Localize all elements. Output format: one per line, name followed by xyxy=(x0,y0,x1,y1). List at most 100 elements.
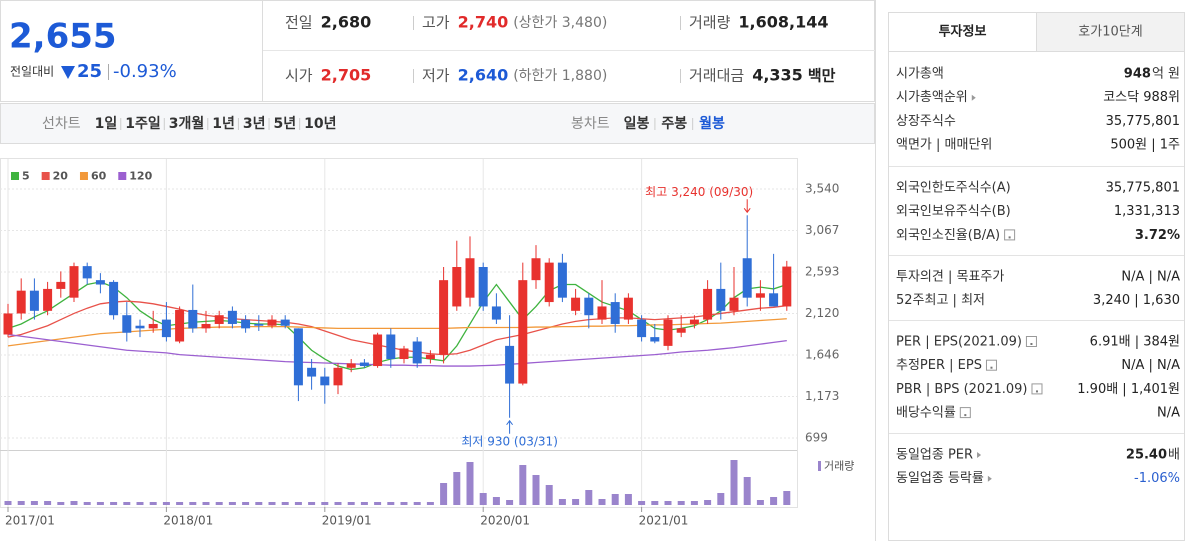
candle-body xyxy=(439,280,449,355)
volume-bar xyxy=(360,502,368,505)
candle-body xyxy=(716,288,726,311)
volume-bar xyxy=(123,502,131,505)
toolbar-items: 선차트 1일 1주일 3개월 1년 3년 5년 10년 봉차트 일봉 주봉 월봉 xyxy=(42,115,725,132)
info-value: 35,775,801 xyxy=(1106,181,1180,196)
info-unit: 배 xyxy=(1168,448,1180,463)
help-icon[interactable] xyxy=(959,407,971,419)
legend-label: 5 xyxy=(22,170,30,183)
info-label: 추정PER | EPS xyxy=(896,358,982,373)
period-option[interactable]: 주봉 xyxy=(661,116,687,132)
candle-body xyxy=(373,334,383,367)
volume-bar xyxy=(255,502,263,505)
candle-body xyxy=(122,315,132,333)
legend-label: 60 xyxy=(91,170,107,183)
volume-bar xyxy=(30,501,38,505)
candle-body xyxy=(386,334,396,360)
volume-bar xyxy=(149,502,157,505)
toolbar-label: 봉차트 xyxy=(571,116,610,132)
candle-body xyxy=(584,297,594,316)
candle-body xyxy=(663,319,673,346)
candle-body xyxy=(95,280,105,285)
toolbar-label: 선차트 xyxy=(42,116,81,132)
candle-body xyxy=(782,266,792,307)
volume-bar xyxy=(334,502,342,505)
tab-label[interactable]: 투자정보 xyxy=(939,24,987,40)
volume-bar xyxy=(347,502,355,505)
candle-body xyxy=(425,354,435,360)
info-value: 6.91배 | 384원 xyxy=(1090,335,1180,350)
volume-bar xyxy=(704,500,712,505)
candle-body xyxy=(16,290,26,314)
candle-body xyxy=(29,290,39,311)
candle-body xyxy=(452,267,462,307)
help-icon-dot xyxy=(964,414,967,417)
volume-bar xyxy=(545,485,553,505)
candle-body xyxy=(597,306,607,320)
range-option[interactable]: 1일 xyxy=(95,116,118,132)
help-icon-dot xyxy=(1008,236,1011,239)
volume-bar xyxy=(215,502,223,505)
toolbar xyxy=(0,103,875,144)
help-icon[interactable] xyxy=(1031,383,1043,395)
volume-bar xyxy=(176,502,184,505)
info-value: 1,331,313 xyxy=(1114,204,1180,219)
info-label: 동일업종 PER xyxy=(896,448,973,463)
current-price: 2,655 xyxy=(9,17,117,57)
candle-body xyxy=(320,376,330,386)
stat-value: 2,740 xyxy=(458,13,509,32)
stat-sub: (상한가 3,480) xyxy=(513,15,607,31)
candle-body xyxy=(346,363,356,368)
volume-bar xyxy=(413,502,421,505)
volume-bar xyxy=(730,460,738,505)
period-option[interactable]: 월봉 xyxy=(699,115,725,132)
volume-bar xyxy=(756,500,764,505)
candle-body xyxy=(623,297,633,320)
candle-body xyxy=(571,297,581,311)
candle-body xyxy=(43,288,53,311)
period-option[interactable]: 일봉 xyxy=(624,116,650,132)
stat-sub: (하한가 1,880) xyxy=(513,68,607,84)
candle-body xyxy=(3,313,13,335)
volume-bar xyxy=(83,502,91,505)
x-tick-label: 2018/01 xyxy=(163,514,213,528)
volume-bar xyxy=(189,502,197,505)
range-option[interactable]: 1년 xyxy=(212,116,235,132)
candle-body xyxy=(518,280,528,384)
candle-body xyxy=(267,319,277,326)
range-option[interactable]: 3개월 xyxy=(169,115,205,132)
range-option[interactable]: 10년 xyxy=(304,116,336,132)
tab[interactable] xyxy=(888,12,1037,52)
volume-bar xyxy=(664,501,672,505)
candle-body xyxy=(148,323,158,329)
candle-body xyxy=(56,281,66,289)
candle-body xyxy=(135,325,145,329)
candle-body xyxy=(531,258,541,281)
help-icon[interactable] xyxy=(1004,229,1016,241)
info-label: 외국인한도주식수(A) xyxy=(896,181,1011,196)
volume-bar xyxy=(624,494,632,505)
stat-unit: 백만 xyxy=(808,67,836,85)
help-icon[interactable] xyxy=(1025,336,1037,347)
help-icon[interactable] xyxy=(985,359,997,371)
candle-body xyxy=(465,258,475,298)
candle-body xyxy=(69,266,79,298)
stat-label: 저가 xyxy=(422,67,450,85)
range-option[interactable]: 1주일 xyxy=(125,116,161,132)
volume-bar xyxy=(17,501,25,505)
stats: 전일 2,680 고가 2,740 (상한가 3,480) 거래량 1,608,144 시가 2… xyxy=(285,13,836,85)
tab-label[interactable]: 호가10단계 xyxy=(1078,25,1142,40)
range-option[interactable]: 3년 xyxy=(243,116,266,132)
range-option[interactable]: 5년 xyxy=(274,116,297,132)
stat-label: 시가 xyxy=(285,67,313,85)
candle-body xyxy=(729,297,739,311)
volume-bar xyxy=(743,477,751,505)
stat-label: 전일 xyxy=(285,14,313,32)
volume-bar xyxy=(228,502,236,505)
help-icon-dot xyxy=(1035,390,1038,393)
change-rate: -0.93% xyxy=(113,61,177,82)
tab[interactable] xyxy=(1036,12,1185,52)
x-tick-label: 2020/01 xyxy=(480,514,530,528)
volume-bar xyxy=(400,502,408,505)
